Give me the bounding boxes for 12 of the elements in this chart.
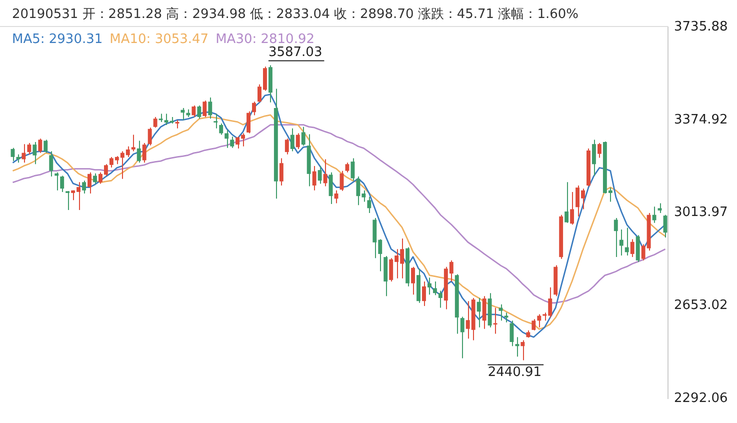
text: MA10: 3053.47 xyxy=(110,32,209,47)
y-tick-label: 3013.97 xyxy=(674,205,728,220)
y-tick-label: 2653.02 xyxy=(674,298,728,314)
y-tick-label: 3374.92 xyxy=(674,112,728,128)
text: MA5: 2930.31 xyxy=(12,32,103,47)
text: 20190531 开：2851.28 高：2934.98 低：2833.04 收：2898.70 涨跌：45.71 涨幅：1.60% xyxy=(12,7,579,22)
annotation: 3587.03 xyxy=(268,45,322,60)
text: MA30: 2810.92 xyxy=(216,32,314,47)
y-tick-label: 2292.06 xyxy=(674,390,728,406)
y-tick-label: 3735.88 xyxy=(674,19,728,34)
candlestick xyxy=(214,113,218,129)
annotation: 2440.91 xyxy=(488,365,542,380)
